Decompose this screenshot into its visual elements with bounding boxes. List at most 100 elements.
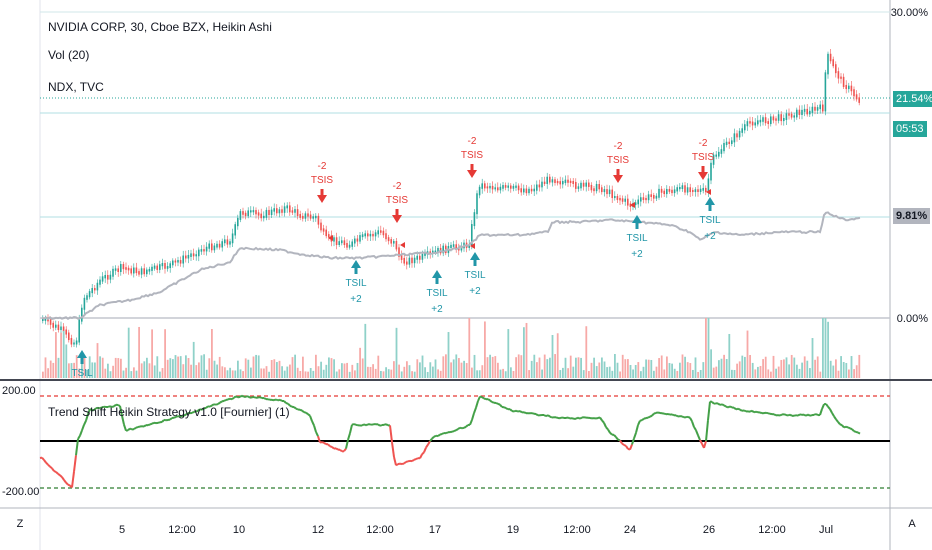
signal-size: +2 [631, 249, 643, 260]
volume-bar [107, 363, 109, 378]
oscillator-title[interactable]: Trend Shift Heikin Strategy v1.0 [Fourni… [48, 405, 290, 419]
oscillator-line [739, 408, 743, 412]
volume-bar [127, 327, 130, 378]
volume-bar [712, 367, 715, 378]
volume-bar [400, 371, 403, 378]
oscillator-line [829, 408, 833, 414]
oscillator-line [707, 401, 711, 421]
volume-bar [702, 362, 705, 378]
volume-bar [148, 363, 151, 378]
oscillator-line [401, 462, 405, 466]
volume-bar [364, 323, 367, 378]
volume-bar [276, 362, 278, 378]
oscillator-line [809, 414, 813, 417]
oscillator-line [305, 411, 309, 416]
oscillator-line [517, 410, 521, 413]
auto-scale-button[interactable]: A [908, 518, 916, 530]
entry-flag [328, 235, 333, 241]
oscillator-line [385, 423, 389, 427]
volume-bar [369, 366, 372, 378]
oscillator-line [609, 432, 613, 436]
volume-bar [112, 365, 114, 378]
volume-bar [484, 321, 486, 378]
volume-bar [242, 371, 244, 378]
oscillator-line [121, 415, 125, 425]
volume-bar [328, 357, 330, 378]
bar-countdown-tag: 05:53 [893, 121, 927, 137]
oscillator-line [195, 409, 199, 413]
entry-flag [706, 189, 711, 195]
oscillator-line [815, 413, 819, 416]
oscillator-line [411, 458, 415, 462]
oscillator-line [511, 410, 515, 413]
volume-bar [174, 355, 177, 378]
volume-bar [577, 357, 580, 378]
symbol-legend[interactable]: NVIDIA CORP, 30, Cboe BZX, Heikin Ashi [48, 20, 272, 34]
oscillator-line [205, 405, 209, 409]
compare-legend[interactable]: NDX, TVC [48, 80, 104, 94]
oscillator-line [383, 423, 387, 426]
oscillator-line [47, 463, 51, 468]
oscillator-line [389, 425, 393, 443]
volume-bar [848, 369, 850, 378]
volume-bar [88, 356, 91, 378]
time-axis-label: 12:00 [563, 524, 591, 536]
oscillator-line [279, 398, 283, 402]
volume-bar [749, 354, 751, 378]
oscillator-line [283, 400, 287, 404]
volume-legend[interactable]: Vol (20) [48, 48, 90, 62]
short-signal-arrow [698, 172, 708, 180]
volume-bar [541, 369, 543, 378]
volume-bar [296, 367, 299, 378]
oscillator-line [735, 407, 739, 411]
volume-bar [707, 318, 710, 378]
volume-bar [125, 367, 127, 378]
oscillator-line [173, 415, 177, 419]
oscillator-line [49, 465, 53, 470]
volume-bar [234, 370, 237, 378]
volume-bar [562, 367, 564, 378]
volume-bar [96, 343, 99, 378]
oscillator-line [451, 430, 455, 433]
volume-bar [809, 368, 811, 378]
volume-bar [151, 329, 153, 378]
volume-bar [294, 354, 296, 378]
oscillator-line [535, 413, 539, 417]
volume-bar [777, 366, 780, 378]
volume-bar [536, 362, 538, 378]
oscillator-line [627, 447, 631, 451]
volume-bar [302, 356, 304, 378]
zoom-button[interactable]: Z [16, 518, 24, 530]
volume-bar [413, 371, 416, 378]
oscillator-line [805, 413, 809, 417]
oscillator-line [579, 416, 583, 420]
signal-size: -2 [318, 161, 327, 172]
long-signal-arrow [351, 260, 361, 268]
oscillator-line [107, 405, 111, 408]
volume-bar [143, 361, 146, 378]
oscillator-line [629, 444, 633, 450]
oscillator-line [259, 396, 263, 399]
volume-bar [720, 358, 723, 378]
oscillator-line [301, 409, 305, 413]
long-signal-arrow [470, 252, 480, 260]
oscillator-line [293, 406, 297, 410]
oscillator-line [751, 409, 755, 414]
oscillator-line [461, 426, 465, 430]
oscillator-line [853, 430, 857, 433]
oscillator-line [223, 399, 227, 402]
oscillator-line [231, 396, 235, 401]
volume-bar [286, 366, 289, 378]
volume-bar [744, 356, 746, 378]
volume-bar [556, 333, 559, 378]
volume-bar [179, 356, 182, 378]
volume-bar [341, 363, 343, 378]
volume-bar [156, 356, 159, 378]
volume-bar [81, 359, 83, 378]
volume-bar [452, 359, 455, 378]
oscillator-line [479, 395, 483, 399]
oscillator-line [83, 420, 87, 426]
oscillator-line [509, 408, 513, 412]
